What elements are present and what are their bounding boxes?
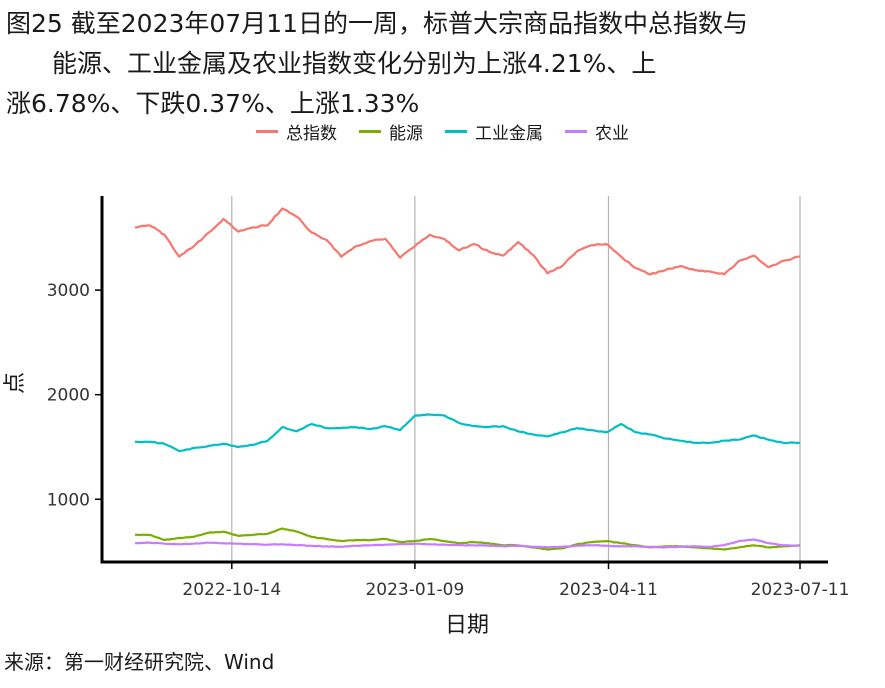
legend-item-total: 总指数 <box>256 119 337 144</box>
legend-item-agri: 农业 <box>565 119 629 144</box>
title-line-1: 图25 截至2023年07月11日的一周，标普大宗商品指数中总指数与 <box>6 9 749 38</box>
legend-label-energy: 能源 <box>389 123 423 144</box>
x-tick-label-3: 2023-07-11 <box>751 580 850 600</box>
title-line-2: 能源、工业金属及农业指数变化分别为上涨4.21%、上 <box>52 49 657 78</box>
series-line-agri <box>134 538 801 549</box>
y-axis-title: 点 <box>3 372 28 394</box>
y-tick-label-2: 3000 <box>47 281 90 301</box>
chart-title: 图25 截至2023年07月11日的一周，标普大宗商品指数中总指数与 能源、工业… <box>6 4 881 124</box>
legend-item-energy: 能源 <box>359 119 423 144</box>
legend-label-total: 总指数 <box>286 123 337 144</box>
legend-label-metals: 工业金属 <box>475 123 543 144</box>
series-lines <box>134 207 801 551</box>
y-tick-label-1: 2000 <box>47 386 90 406</box>
legend-label-agri: 农业 <box>595 123 629 144</box>
legend: 总指数 能源 工业金属 农业 <box>0 118 885 144</box>
source-note: 来源：第一财经研究院、Wind <box>4 650 275 674</box>
legend-key-total <box>256 129 278 133</box>
grid <box>231 196 801 562</box>
x-axis-title: 日期 <box>445 613 489 638</box>
x-tick-label-0: 2022-10-14 <box>182 580 281 600</box>
title-line-3: 涨6.78%、下跌0.37%、上涨1.33% <box>6 89 420 118</box>
legend-key-energy <box>359 129 381 133</box>
y-tick-label-0: 1000 <box>47 490 90 510</box>
axes: 1000 2000 3000 2022-10-14 2023-01-09 2023-04-… <box>47 196 850 600</box>
x-tick-label-1: 2023-01-09 <box>365 580 464 600</box>
series-line-total <box>135 207 800 276</box>
legend-key-metals <box>445 129 467 133</box>
x-tick-label-2: 2023-04-11 <box>559 580 658 600</box>
legend-key-agri <box>565 129 587 133</box>
legend-item-metals: 工业金属 <box>445 119 543 144</box>
series-line-metals <box>134 413 801 453</box>
